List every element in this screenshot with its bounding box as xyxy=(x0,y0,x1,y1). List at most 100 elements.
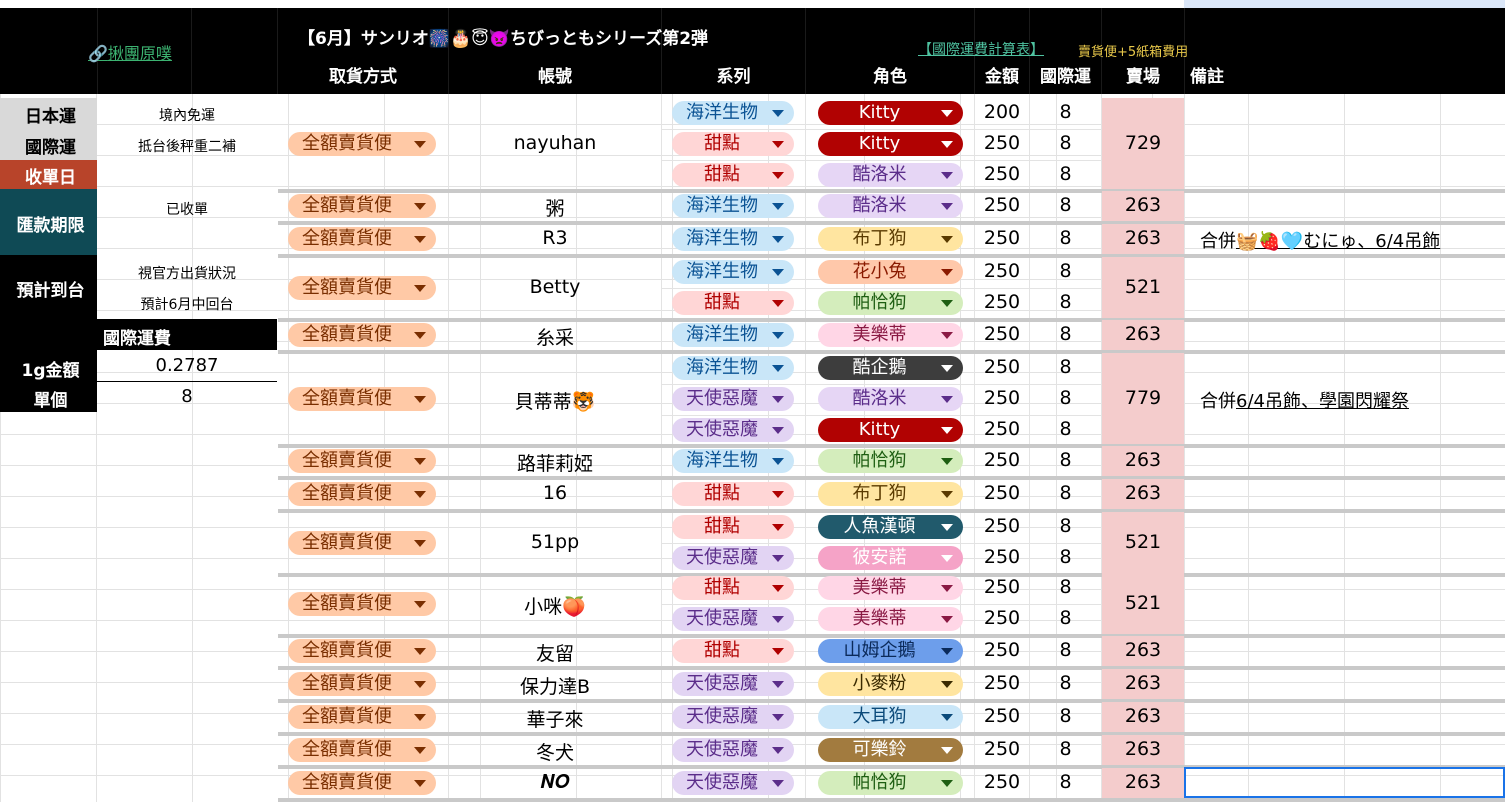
deadline-label: 匯款期限 xyxy=(16,216,85,236)
venue-number: 263 xyxy=(1124,705,1162,728)
series-label: 海洋生物 xyxy=(686,195,758,216)
series-dropdown[interactable]: 天使惡魔 xyxy=(672,606,794,631)
chevron-down-icon xyxy=(941,554,953,562)
series-dropdown[interactable]: 海洋生物 xyxy=(672,356,794,380)
get-method-dropdown[interactable]: 全額賣貨便 xyxy=(288,387,436,412)
get-method-label: 全額賣貨便 xyxy=(302,673,392,695)
character-dropdown[interactable]: 帕恰狗 xyxy=(818,449,963,473)
character-dropdown[interactable]: 布丁狗 xyxy=(818,227,963,251)
character-label: 彼安諾 xyxy=(852,546,907,568)
get-method-dropdown[interactable]: 全額賣貨便 xyxy=(288,323,436,348)
character-dropdown[interactable]: 小麥粉 xyxy=(818,672,963,696)
series-label: 天使惡魔 xyxy=(686,546,758,568)
series-dropdown[interactable]: 甜點 xyxy=(672,639,794,663)
character-label: 酷洛米 xyxy=(852,163,907,185)
get-method-dropdown[interactable]: 全額賣貨便 xyxy=(288,482,436,507)
row-separator xyxy=(278,253,1505,258)
get-method-dropdown[interactable]: 全額賣貨便 xyxy=(288,275,436,300)
series-dropdown[interactable]: 甜點 xyxy=(672,576,794,600)
intl-fee-value: 8 xyxy=(1059,101,1072,123)
price-value: 250 xyxy=(983,227,1021,249)
character-dropdown[interactable]: 美樂蒂 xyxy=(818,576,963,600)
character-dropdown[interactable]: 酷洛米 xyxy=(818,162,963,187)
chevron-down-icon xyxy=(414,600,426,608)
get-method-dropdown[interactable]: 全額賣貨便 xyxy=(288,639,436,664)
character-dropdown[interactable]: Kitty xyxy=(818,101,963,125)
shipping-calc-link[interactable]: 【國際運費計算表】 xyxy=(918,42,1044,58)
get-method-dropdown[interactable]: 全額賣貨便 xyxy=(288,530,436,555)
character-dropdown[interactable]: 美樂蒂 xyxy=(818,606,963,631)
series-dropdown[interactable]: 海洋生物 xyxy=(672,101,794,125)
get-method-dropdown[interactable]: 全額賣貨便 xyxy=(288,672,436,697)
series-dropdown[interactable]: 天使惡魔 xyxy=(672,545,794,570)
character-dropdown[interactable]: 花小兔 xyxy=(818,260,963,284)
character-dropdown[interactable]: 山姆企鵝 xyxy=(818,639,963,663)
series-dropdown[interactable]: 甜點 xyxy=(672,162,794,187)
character-dropdown[interactable]: 酷企鵝 xyxy=(818,356,963,380)
series-dropdown[interactable]: 甜點 xyxy=(672,290,794,315)
character-dropdown[interactable]: 人魚漢頓 xyxy=(818,515,963,539)
intl-fee-value: 8 xyxy=(1059,290,1072,313)
character-dropdown[interactable]: 帕恰狗 xyxy=(818,771,963,795)
series-dropdown[interactable]: 甜點 xyxy=(672,131,794,156)
series-dropdown[interactable]: 天使惡魔 xyxy=(672,705,794,729)
character-dropdown[interactable]: 彼安諾 xyxy=(818,545,963,570)
row-line xyxy=(662,414,1101,416)
get-method-dropdown[interactable]: 全額賣貨便 xyxy=(288,227,436,252)
row-line xyxy=(662,287,1101,289)
character-dropdown[interactable]: 帕恰狗 xyxy=(818,290,963,315)
series-dropdown[interactable]: 天使惡魔 xyxy=(672,738,794,762)
series-dropdown[interactable]: 海洋生物 xyxy=(672,227,794,251)
series-dropdown[interactable]: 海洋生物 xyxy=(672,449,794,473)
get-method-label: 全額賣貨便 xyxy=(302,195,392,217)
chevron-down-icon xyxy=(414,747,426,755)
series-dropdown[interactable]: 天使惡魔 xyxy=(672,771,794,795)
series-dropdown[interactable]: 海洋生物 xyxy=(672,194,794,218)
series-dropdown[interactable]: 天使惡魔 xyxy=(672,417,794,442)
chevron-down-icon xyxy=(414,396,426,404)
get-method-dropdown[interactable]: 全額賣貨便 xyxy=(288,738,436,763)
account-name: 51pp xyxy=(530,530,580,553)
character-dropdown[interactable]: 可樂鈴 xyxy=(818,738,963,762)
get-method-dropdown[interactable]: 全額賣貨便 xyxy=(288,705,436,730)
eta-label: 預計到台 xyxy=(16,281,85,301)
account-name: 𝑵𝑶 xyxy=(540,771,570,794)
chevron-down-icon xyxy=(414,284,426,292)
get-method-dropdown[interactable]: 全額賣貨便 xyxy=(288,132,436,157)
chevron-down-icon xyxy=(772,585,784,592)
account-name: 冬犬 xyxy=(535,742,574,765)
character-dropdown[interactable]: 酷洛米 xyxy=(818,194,963,218)
intl-fee-value: 8 xyxy=(1059,386,1072,409)
series-dropdown[interactable]: 天使惡魔 xyxy=(672,386,794,411)
get-method-dropdown[interactable]: 全額賣貨便 xyxy=(288,591,436,616)
row-separator xyxy=(278,475,1505,480)
chevron-down-icon xyxy=(414,491,426,499)
active-cell[interactable] xyxy=(1184,767,1505,798)
intl-fee-value: 8 xyxy=(1059,260,1072,282)
chevron-down-icon xyxy=(772,458,784,465)
get-method-dropdown[interactable]: 全額賣貨便 xyxy=(288,194,436,219)
chevron-down-icon xyxy=(941,426,953,434)
original-post-link[interactable]: 🔗揪團原噗 xyxy=(88,44,172,63)
character-dropdown[interactable]: 布丁狗 xyxy=(818,482,963,506)
intl-fee-value: 8 xyxy=(1059,356,1072,378)
per-item-label: 單個 xyxy=(33,391,68,411)
series-label: 天使惡魔 xyxy=(686,673,758,694)
get-method-dropdown[interactable]: 全額賣貨便 xyxy=(288,449,436,474)
character-dropdown[interactable]: Kitty xyxy=(818,417,963,442)
venue-cell-bg xyxy=(1102,512,1184,574)
series-dropdown[interactable]: 甜點 xyxy=(672,482,794,506)
venue-cell-bg xyxy=(1102,573,1184,635)
character-dropdown[interactable]: Kitty xyxy=(818,131,963,156)
character-dropdown[interactable]: 酷洛米 xyxy=(818,386,963,411)
get-method-dropdown[interactable]: 全額賣貨便 xyxy=(288,771,436,796)
venue-number: 263 xyxy=(1124,323,1162,346)
series-dropdown[interactable]: 甜點 xyxy=(672,515,794,539)
deadline-bg xyxy=(0,189,97,255)
series-dropdown[interactable]: 天使惡魔 xyxy=(672,672,794,696)
series-dropdown[interactable]: 海洋生物 xyxy=(672,323,794,347)
character-dropdown[interactable]: 大耳狗 xyxy=(818,705,963,729)
character-dropdown[interactable]: 美樂蒂 xyxy=(818,323,963,347)
chevron-down-icon xyxy=(941,332,953,339)
series-dropdown[interactable]: 海洋生物 xyxy=(672,260,794,284)
